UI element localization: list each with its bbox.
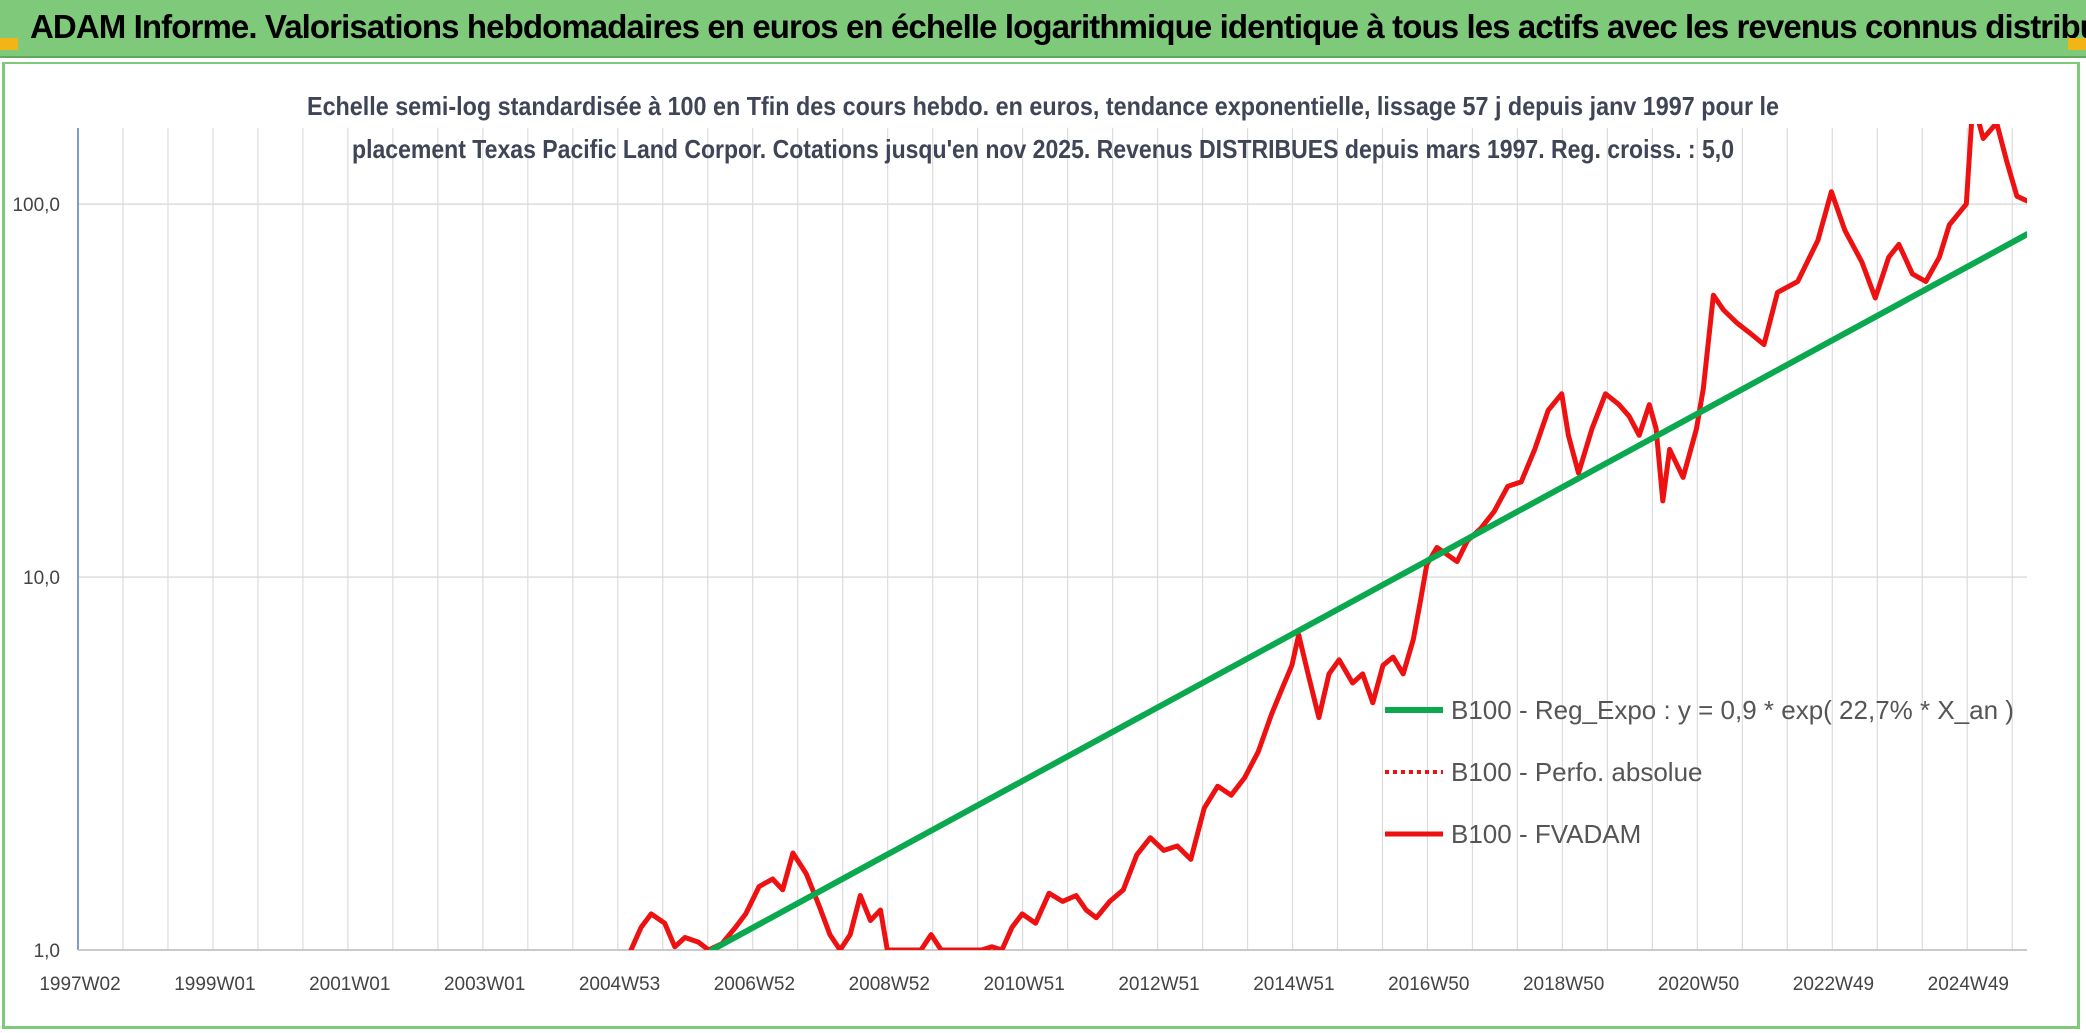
series-line-0	[708, 231, 2027, 950]
axes: 1,0 10,0 100,0 1997W02 1999W01 2001W01 2003W01…	[12, 128, 2027, 995]
legend-label-2: B100 - FVADAM	[1451, 819, 1641, 849]
x-tick-label: 2022W49	[1793, 974, 1874, 995]
x-tick-label: 2004W53	[579, 974, 660, 995]
x-tick-label: 2012W51	[1118, 974, 1199, 995]
corner-marker-right	[2068, 38, 2086, 50]
series-line-2	[628, 124, 2027, 950]
chart-subtitle-line-2: placement Texas Pacific Land Corpor. Cot…	[352, 134, 1734, 164]
x-tick-label: 2010W51	[983, 974, 1064, 995]
x-tick-label: 2001W01	[309, 974, 390, 995]
corner-marker-left	[0, 38, 18, 50]
x-tick-label: 2008W52	[849, 974, 930, 995]
x-tick-label: 2018W50	[1523, 974, 1604, 995]
chart-frame	[2, 62, 2080, 1029]
x-tick-label: 2020W50	[1658, 974, 1739, 995]
report-title: ADAM Informe. Valorisations hebdomadaire…	[30, 8, 2086, 45]
chart-subtitle-line-1: Echelle semi-log standardisée à 100 en T…	[307, 91, 1779, 121]
y-tick-label: 1,0	[34, 941, 60, 962]
report-banner: ADAM Informe. Valorisations hebdomadaire…	[0, 0, 2086, 58]
legend-label-0: B100 - Reg_Expo : y = 0,9 * exp( 22,7% *…	[1451, 695, 2014, 725]
y-tick-label: 100,0	[12, 195, 60, 216]
x-tick-label: 2016W50	[1388, 974, 1469, 995]
x-tick-label: 2024W49	[1928, 974, 2009, 995]
grid	[77, 128, 2027, 951]
x-tick-label: 2006W52	[714, 974, 795, 995]
legend: B100 - Reg_Expo : y = 0,9 * exp( 22,7% *…	[1385, 695, 2014, 849]
y-tick-label: 10,0	[23, 568, 60, 589]
legend-label-1: B100 - Perfo. absolue	[1451, 757, 1703, 787]
series	[628, 124, 2027, 950]
x-tick-label: 2014W51	[1253, 974, 1334, 995]
x-tick-label: 1999W01	[174, 974, 255, 995]
chart-subtitle: Echelle semi-log standardisée à 100 en T…	[307, 91, 1779, 164]
x-tick-label: 1997W02	[39, 974, 120, 995]
x-tick-label: 2003W01	[444, 974, 525, 995]
